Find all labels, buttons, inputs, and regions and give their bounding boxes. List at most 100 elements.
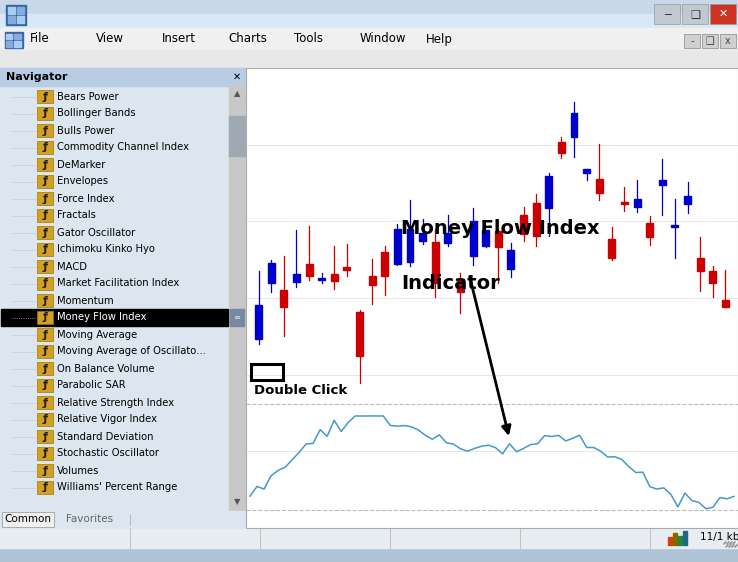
Text: ƒ: ƒ [43,108,47,119]
Text: ❑: ❑ [706,36,714,46]
Text: ƒ: ƒ [43,92,47,102]
Bar [0,68,245,86]
Bar [6,34,12,39]
Bar [508,250,514,269]
Bar [37,140,53,153]
Text: ƒ: ƒ [43,228,47,238]
Bar [37,378,53,392]
Bar [382,252,388,276]
Bar [570,113,577,137]
Text: Standard Deviation: Standard Deviation [57,432,154,442]
Bar [407,229,413,262]
Text: ≡: ≡ [233,313,241,322]
Bar [255,305,262,339]
Bar [37,277,53,289]
Bar [720,34,736,48]
Bar [37,464,53,477]
Bar [268,264,275,283]
Bar [0,68,245,528]
Text: Parabolic SAR: Parabolic SAR [57,380,125,391]
Text: ƒ: ƒ [43,211,47,220]
Bar [673,533,677,545]
Text: ƒ: ƒ [43,347,47,356]
Text: Market Facilitation Index: Market Facilitation Index [57,279,179,288]
Text: Stochastic Oscillator: Stochastic Oscillator [57,448,159,459]
Bar [702,34,718,48]
Bar [668,537,672,545]
Bar [293,274,300,282]
Text: ƒ: ƒ [43,415,47,424]
Text: x: x [725,36,731,46]
Text: Common: Common [4,514,52,524]
Text: Help: Help [426,33,453,46]
Text: Fractals: Fractals [57,211,96,220]
Text: Bulls Power: Bulls Power [57,125,114,135]
Text: Insert: Insert [162,33,196,46]
Text: On Balance Volume: On Balance Volume [57,364,154,374]
Bar [14,41,21,47]
Bar [331,274,338,281]
Bar [37,260,53,273]
Bar [0,0,738,28]
Bar [37,107,53,120]
Bar [722,300,729,306]
Text: Favorites: Favorites [66,514,114,524]
Bar [0,14,738,28]
Text: Moving Average: Moving Average [57,329,137,339]
Bar [394,229,401,264]
Text: ✕: ✕ [233,72,241,82]
Bar [0,511,245,527]
Bar [246,68,738,528]
Bar [659,180,666,185]
Bar [520,215,527,234]
Bar [37,310,53,324]
Bar [646,223,653,237]
Bar [280,290,287,307]
Text: ❑: ❑ [690,9,700,19]
Bar [0,28,738,50]
Bar [6,5,26,25]
Text: Double Click: Double Click [254,384,348,397]
Bar [251,364,283,380]
Bar [6,41,12,47]
Bar [1,309,228,326]
Text: |: | [128,514,131,525]
Bar [37,429,53,442]
Bar [495,231,502,247]
Bar [482,230,489,246]
Text: Gator Oscillator: Gator Oscillator [57,228,135,238]
Bar [0,528,738,548]
Text: Commodity Channel Index: Commodity Channel Index [57,143,189,152]
Text: Ichimoku Kinko Hyo: Ichimoku Kinko Hyo [57,244,155,255]
Bar [709,271,717,283]
Text: ƒ: ƒ [43,244,47,255]
Bar [583,169,590,173]
Text: Money Flow Index: Money Flow Index [57,312,147,323]
Text: ƒ: ƒ [43,465,47,475]
Bar [0,548,738,562]
Bar [37,293,53,306]
Text: ƒ: ƒ [43,125,47,135]
Text: ✕: ✕ [718,9,728,19]
Bar [419,233,426,241]
Text: Relative Vigor Index: Relative Vigor Index [57,415,157,424]
Text: ƒ: ƒ [43,364,47,374]
Bar [14,34,21,39]
Bar [457,279,464,292]
Bar [37,124,53,137]
Bar [608,239,615,259]
Text: Window: Window [360,33,407,46]
Bar [37,396,53,409]
Bar [545,176,552,209]
Bar [2,512,54,527]
Bar [17,16,24,23]
Text: ▲: ▲ [234,89,241,98]
Bar [697,259,703,270]
Text: Bears Power: Bears Power [57,92,119,102]
Bar [684,196,691,205]
Text: Charts: Charts [228,33,267,46]
Bar [229,116,245,156]
Text: ─: ─ [663,9,670,19]
Text: ƒ: ƒ [43,160,47,170]
Text: MACD: MACD [57,261,87,271]
